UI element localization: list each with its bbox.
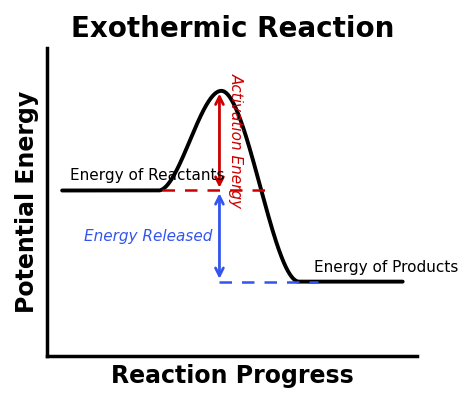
Text: Energy of Reactants: Energy of Reactants [70,168,224,183]
Y-axis label: Potential Energy: Potential Energy [15,91,39,313]
Text: Activation Energy: Activation Energy [229,73,244,208]
Text: Energy of Products: Energy of Products [314,260,458,274]
X-axis label: Reaction Progress: Reaction Progress [111,364,354,388]
Text: Energy Released: Energy Released [84,229,212,243]
Title: Exothermic Reaction: Exothermic Reaction [71,15,394,43]
